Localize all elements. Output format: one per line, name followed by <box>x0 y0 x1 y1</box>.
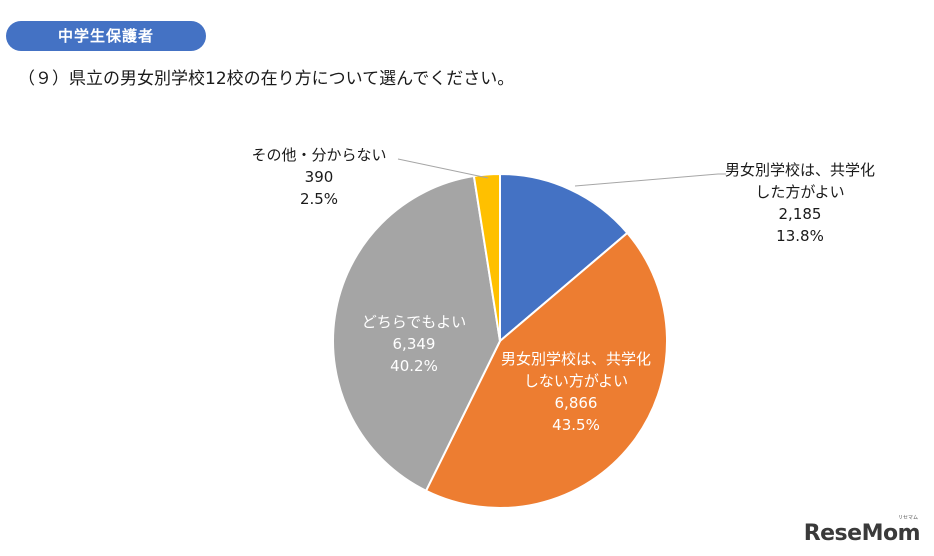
data-label-either-ok-count: 6,349 <box>393 335 436 353</box>
data-label-coeducation-no-percent: 43.5% <box>552 416 600 434</box>
leader-line-coeducation-yes <box>574 173 726 187</box>
pie-slice-coeducation-yes <box>499 173 629 342</box>
data-label-coeducation-no-label-1: 男女別学校は、共学化 <box>501 350 651 368</box>
logo-text: ReseMom <box>803 521 921 546</box>
data-label-either-ok-label-1: どちらでもよい <box>362 313 467 331</box>
resemom-logo: ReseMom リセマム <box>803 515 921 546</box>
data-label-coeducation-yes-label-2: した方がよい <box>755 183 844 201</box>
pie-slice-other-unknown <box>472 173 501 342</box>
data-label-coeducation-yes-percent: 13.8% <box>776 227 824 245</box>
data-label-coeducation-yes-label-1: 男女別学校は、共学化 <box>725 161 875 179</box>
data-label-other-unknown-count: 390 <box>305 168 334 186</box>
pie-slice-either-ok <box>332 175 501 492</box>
leader-line-other-unknown <box>397 158 489 179</box>
data-label-other-unknown-percent: 2.5% <box>300 190 338 208</box>
data-label-coeducation-no-count: 6,866 <box>555 394 598 412</box>
logo-kana: リセマム <box>897 515 918 521</box>
respondent-group-badge: 中学生保護者 <box>6 21 206 51</box>
data-label-either-ok-percent: 40.2% <box>390 357 438 375</box>
data-label-coeducation-yes-count: 2,185 <box>779 205 822 223</box>
question-title: （９）県立の男女別学校12校の在り方について選んでください。 <box>18 69 515 89</box>
data-label-coeducation-no-label-2: しない方がよい <box>524 372 628 390</box>
pie-slice-coeducation-no <box>425 231 669 509</box>
data-label-other-unknown-label-1: その他・分からない <box>251 146 386 164</box>
